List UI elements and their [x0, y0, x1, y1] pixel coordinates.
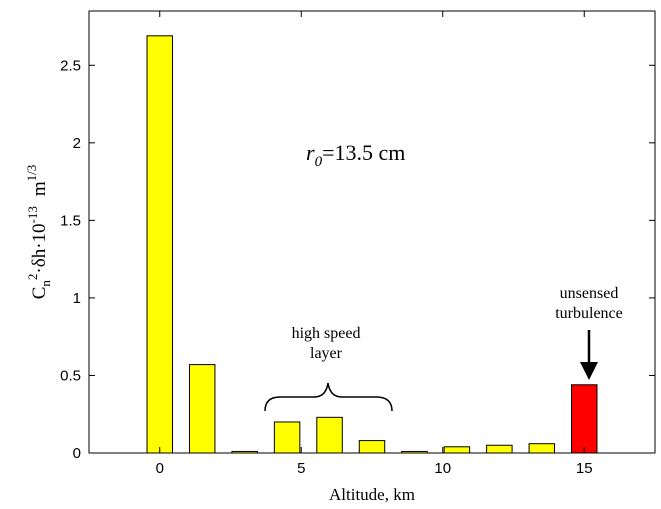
bar: [401, 450, 428, 454]
unsensed-arrow-head: [580, 362, 598, 380]
y-tick-label: 2: [73, 135, 81, 152]
ticks-group: 0 5 10 15 0 0.5 1 1.5 2 2.5: [60, 11, 655, 477]
y-tick-label: 0.5: [60, 367, 81, 384]
unsensed-label-line1: unsensed: [560, 285, 619, 302]
svg-text:Cn2·δh·10-13m1/3: Cn2·δh·10-13 m1/3: [24, 165, 53, 300]
ylabel-exp: -13: [25, 206, 40, 223]
high-speed-brace: [264, 382, 393, 412]
bars-group: [146, 35, 598, 454]
x-tick-label: 15: [576, 460, 593, 477]
bar: [358, 440, 386, 454]
ylabel-sup-13: 1/3: [24, 165, 39, 182]
bar: [231, 450, 258, 454]
y-axis-label: Cn2·δh·10-13 m1/3: [24, 165, 53, 300]
y-tick-label: 1.5: [60, 212, 81, 229]
x-axis-label: Altitude, km: [329, 485, 415, 504]
r0-symbol: r: [306, 140, 315, 165]
y-tick-label: 1: [73, 290, 81, 307]
bar: [528, 443, 556, 454]
ylabel-m: m: [29, 181, 50, 196]
r0-subscript: 0: [315, 154, 323, 170]
r0-annotation: r0=13.5 cm: [306, 140, 405, 170]
unsensed-label-line2: turbulence: [555, 305, 623, 322]
plot-area: [88, 10, 656, 454]
x-tick-label: 0: [156, 460, 164, 477]
r0-value: =13.5 cm: [322, 140, 405, 165]
bar-highlight: [571, 384, 598, 454]
high-speed-label-line1: high speed: [292, 325, 361, 342]
bar: [316, 416, 343, 454]
bar: [146, 35, 173, 454]
ylabel-sup-2: 2: [25, 274, 40, 281]
y-tick-label: 2.5: [60, 57, 81, 74]
ylabel-dh: ·δh·10: [29, 223, 50, 273]
bar: [273, 421, 301, 454]
bar: [443, 446, 471, 454]
x-tick-label: 10: [434, 460, 451, 477]
high-speed-label-line2: layer: [310, 345, 343, 362]
x-tick-label: 5: [297, 460, 305, 477]
ylabel-sub-n: n: [38, 280, 53, 287]
ylabel-c: C: [29, 287, 50, 300]
y-tick-label: 0: [73, 445, 81, 462]
bar: [188, 364, 216, 454]
bar: [486, 444, 513, 454]
